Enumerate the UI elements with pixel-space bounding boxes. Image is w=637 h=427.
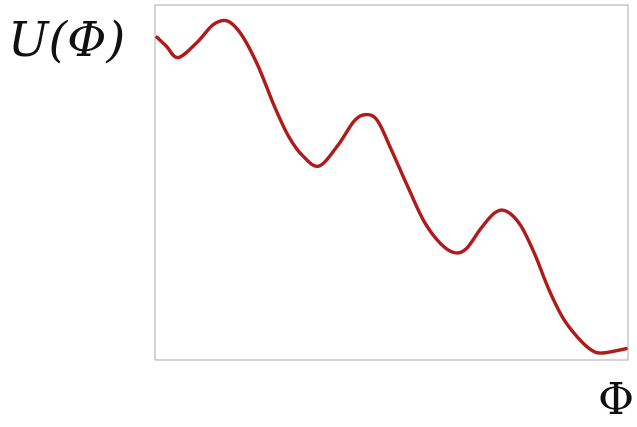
plot-frame (154, 4, 629, 361)
potential-curve (155, 18, 628, 355)
x-axis-label: Φ (598, 374, 634, 425)
y-axis-label: U(Φ) (8, 12, 125, 68)
